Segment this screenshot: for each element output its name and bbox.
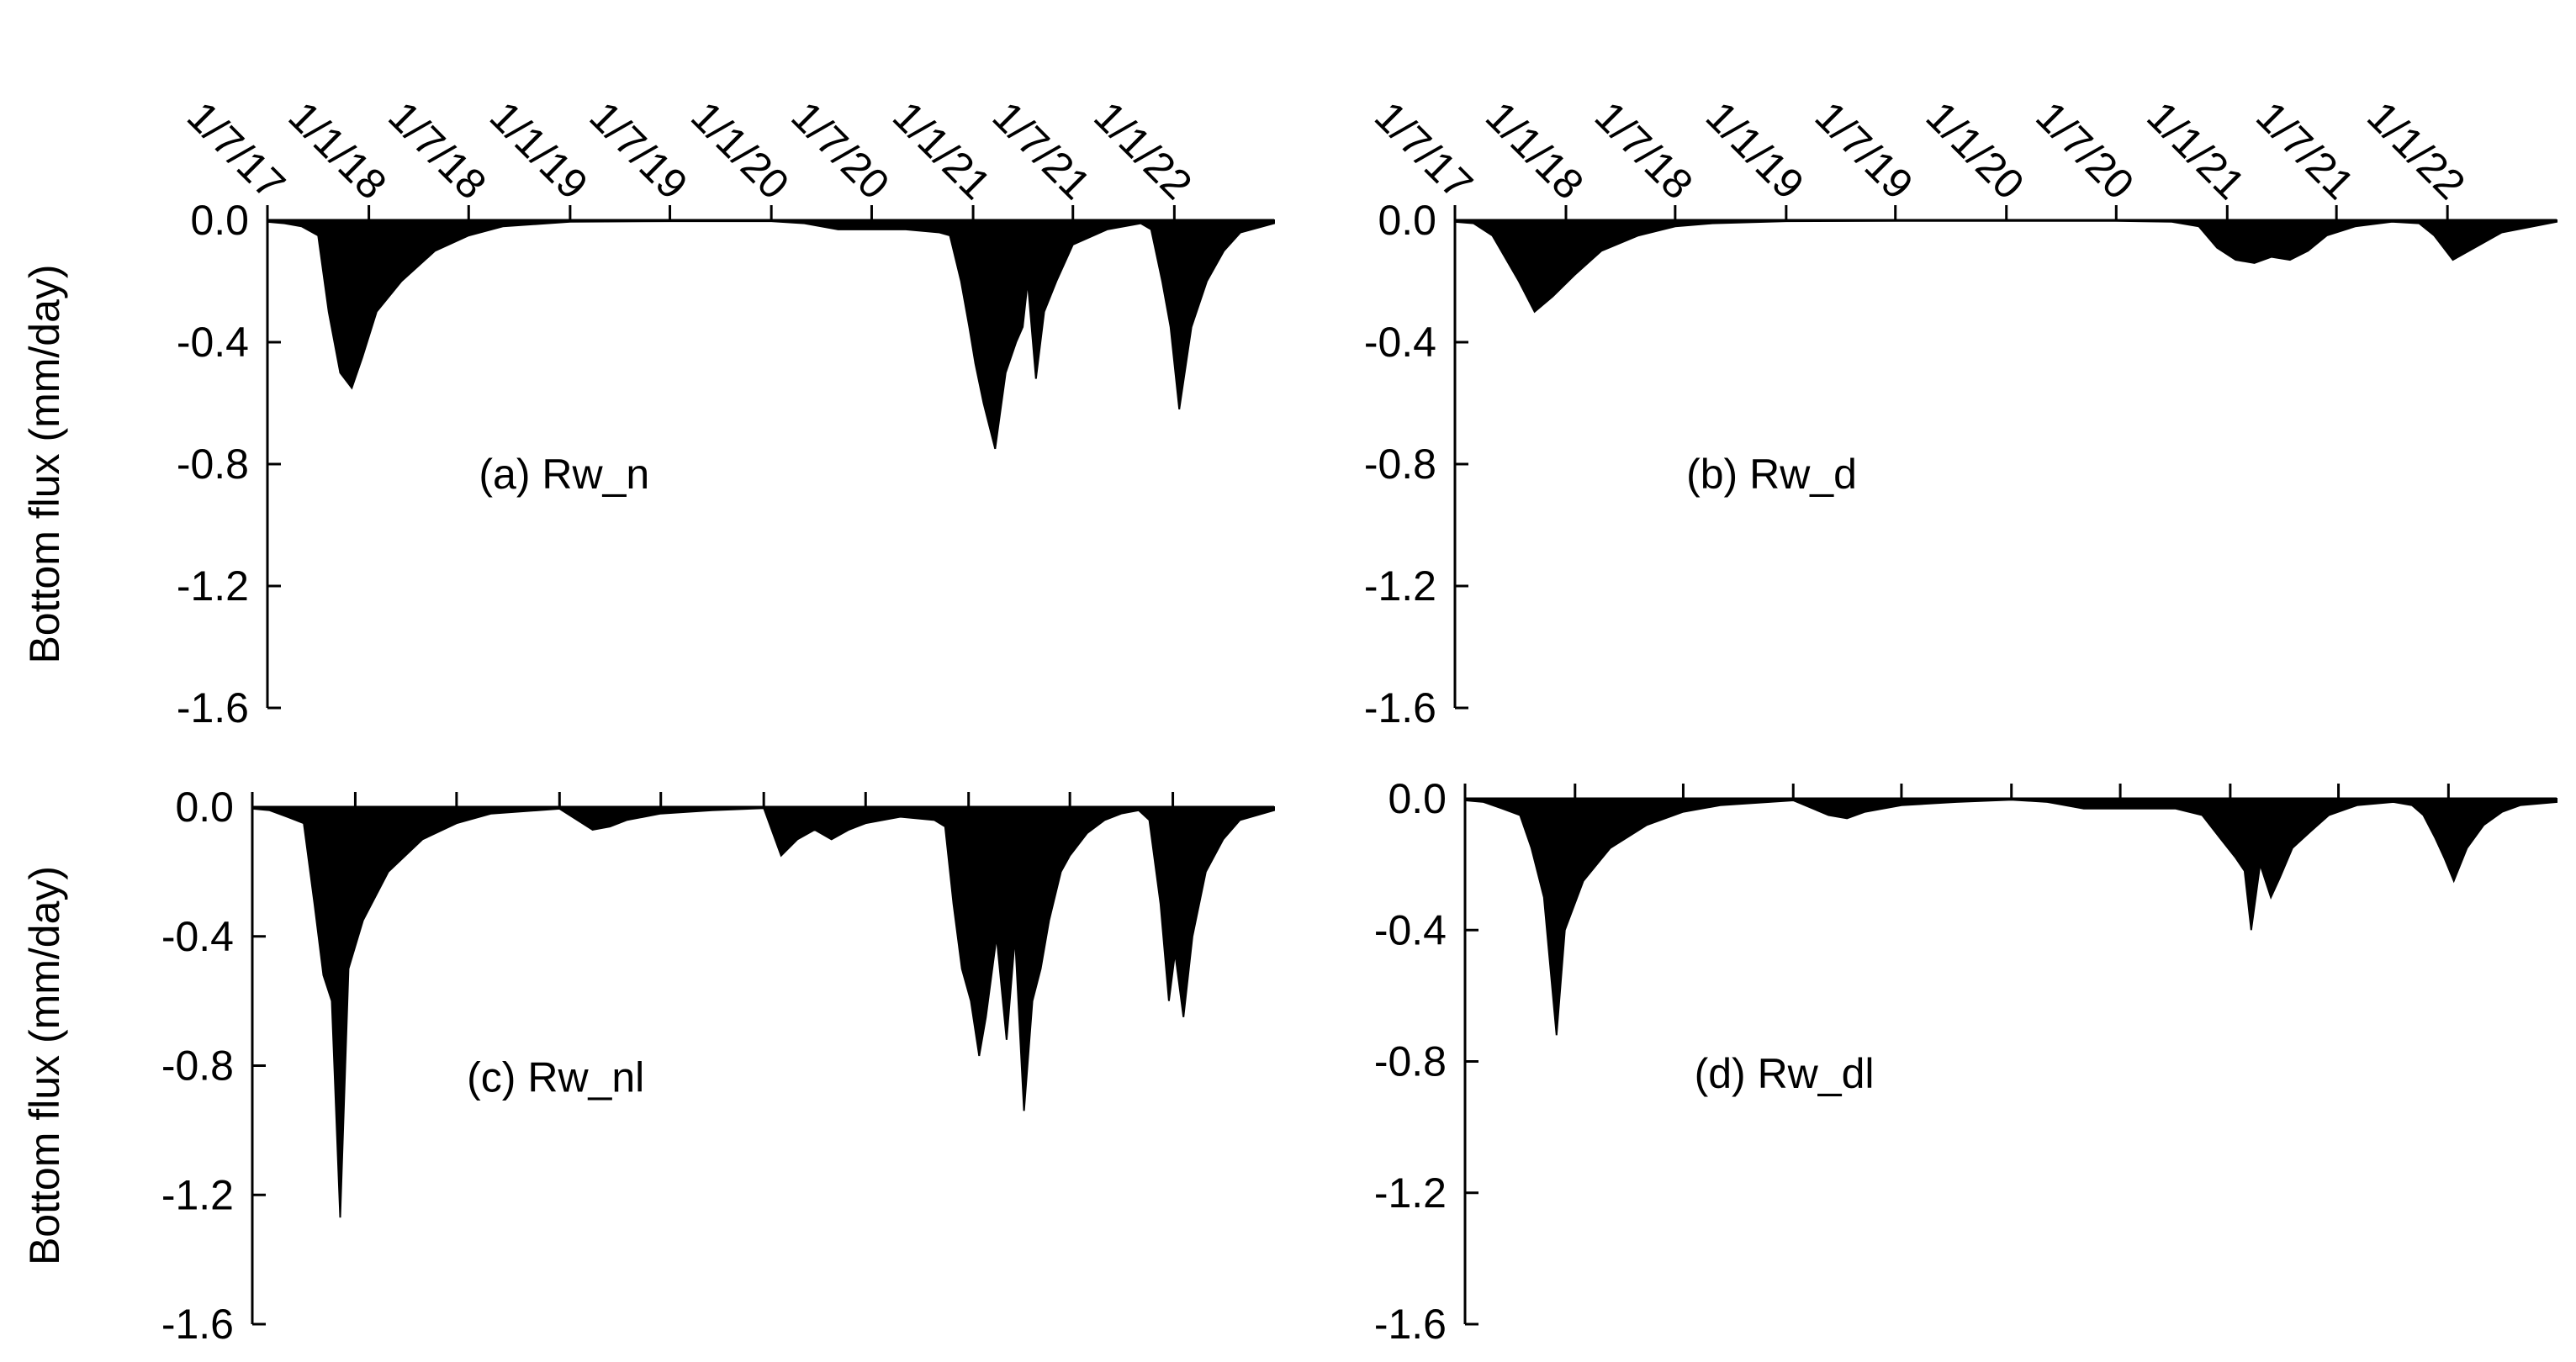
y-tick-label: -0.4 bbox=[161, 913, 234, 960]
flux-area bbox=[1454, 219, 2557, 314]
x-tick-label: 1/7/17 bbox=[178, 92, 294, 209]
x-tick-label: 1/7/18 bbox=[1586, 92, 1702, 209]
x-tick-label: 1/7/17 bbox=[1366, 92, 1482, 209]
x-tick-label: 1/7/20 bbox=[782, 92, 898, 209]
y-tick-label: -0.8 bbox=[1364, 441, 1436, 488]
x-tick-label: 1/1/20 bbox=[682, 92, 798, 209]
x-tick-label: 1/1/22 bbox=[1085, 92, 1201, 209]
y-axis-label: Bottom flux (mm/day) bbox=[21, 866, 68, 1265]
panel-label: (c) Rw_nl bbox=[467, 1053, 644, 1101]
y-tick-label: 0.0 bbox=[1388, 775, 1447, 822]
y-tick-label: -1.2 bbox=[161, 1171, 234, 1218]
x-tick-label: 1/7/18 bbox=[379, 92, 495, 209]
y-tick-label: -0.8 bbox=[161, 1043, 234, 1090]
x-tick-label: 1/7/20 bbox=[2027, 92, 2143, 209]
x-tick-label: 1/1/18 bbox=[280, 92, 396, 209]
y-axis-label: Bottom flux (mm/day) bbox=[21, 264, 68, 663]
y-tick-label: -0.4 bbox=[1364, 319, 1436, 366]
flux-area bbox=[267, 219, 1275, 450]
panel-2: 0.0-0.4-0.8-1.2-1.61/7/171/1/181/7/181/1… bbox=[1364, 92, 2557, 731]
x-tick-label: 1/7/21 bbox=[2247, 92, 2363, 209]
panel-3: 0.0 -0.4 -0.8 -1.2 -1.6 Bottom flux (mm/day) (… bbox=[21, 784, 1275, 1348]
y-tick-label: -1.2 bbox=[177, 562, 249, 610]
y-tick-label: -1.6 bbox=[1374, 1301, 1447, 1348]
x-tick-label: 1/7/21 bbox=[984, 92, 1100, 209]
panel-4: 0.0 -0.4 -0.8 -1.2 -1.6 (d) Rw_dl bbox=[1374, 775, 2557, 1348]
x-tick-label: 1/1/21 bbox=[884, 92, 1000, 209]
y-tick-label: -1.2 bbox=[1374, 1169, 1447, 1217]
y-tick-label: 0.0 bbox=[190, 197, 249, 244]
y-tick-label: -0.4 bbox=[1374, 906, 1447, 953]
x-tick-label: 1/1/19 bbox=[1697, 92, 1813, 209]
flux-area bbox=[251, 806, 1275, 1218]
y-tick-label: -1.6 bbox=[1364, 684, 1436, 731]
y-tick-label: -1.6 bbox=[177, 684, 249, 731]
x-tick-label: 1/1/18 bbox=[1477, 92, 1593, 209]
x-tick-label: 1/1/20 bbox=[1917, 92, 2034, 209]
y-tick-label: 0.0 bbox=[175, 784, 234, 831]
panel-label: (b) Rw_d bbox=[1686, 451, 1857, 498]
x-tick-label: 1/1/21 bbox=[2138, 92, 2254, 209]
flux-area bbox=[1464, 798, 2557, 1036]
x-tick-label: 1/1/19 bbox=[481, 92, 597, 209]
y-tick-label: -1.6 bbox=[161, 1301, 234, 1348]
panel-label: (a) Rw_n bbox=[479, 451, 649, 498]
panel-1: 0.0-0.4-0.8-1.2-1.61/7/171/1/181/7/181/1… bbox=[21, 92, 1275, 731]
panel-label: (d) Rw_dl bbox=[1695, 1050, 1875, 1097]
y-tick-label: -0.8 bbox=[1374, 1038, 1447, 1085]
x-tick-label: 1/7/19 bbox=[1806, 92, 1923, 209]
y-tick-label: -1.2 bbox=[1364, 562, 1436, 610]
x-tick-label: 1/1/22 bbox=[2358, 92, 2474, 209]
y-tick-label: 0.0 bbox=[1378, 197, 1436, 244]
y-tick-label: -0.4 bbox=[177, 319, 249, 366]
x-tick-label: 1/7/19 bbox=[580, 92, 696, 209]
y-tick-label: -0.8 bbox=[177, 441, 249, 488]
